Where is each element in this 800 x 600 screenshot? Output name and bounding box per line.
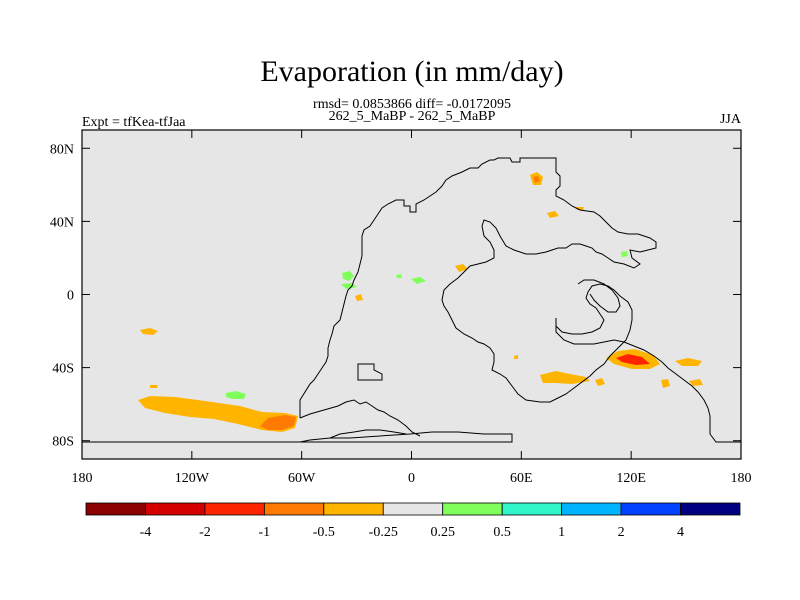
colorbar-label: -4 (140, 525, 152, 540)
y-tick-label: 80S (52, 435, 74, 450)
antarctic-outline (299, 399, 421, 437)
x-tick-label: 180 (72, 471, 93, 486)
y-tick-label: 80N (50, 142, 74, 157)
colorbar: -4 -2 -1 -0.5 -0.25 0.25 0.5 1 2 4 (85, 502, 741, 540)
colorbar-box (680, 502, 741, 516)
continent-outlines (82, 157, 741, 443)
anomaly-southern-ocean-6 (689, 379, 703, 386)
anomaly-atlantic-green-3 (411, 277, 426, 284)
eastern-lobe-outline (577, 279, 621, 313)
x-tick-label: 60E (510, 471, 533, 486)
x-tick-label: 120E (616, 471, 646, 486)
colorbar-label: 0.5 (493, 525, 511, 540)
pangea-outline (299, 157, 657, 418)
colorbar-label: 1 (558, 525, 565, 540)
lake-outline (357, 363, 383, 381)
anomaly-southern-ocean-core (616, 354, 650, 365)
colorbar-label: 2 (618, 525, 625, 540)
colorbar-box (501, 502, 563, 516)
anomaly-south-pacific-green (226, 391, 246, 399)
period-label: 262_5_MaBP - 262_5_MaBP (329, 109, 496, 124)
x-tick-label: 60W (288, 471, 316, 486)
colorbar-label: -1 (259, 525, 271, 540)
anomaly-north-spot (547, 211, 559, 218)
south-polar-outline (329, 429, 407, 439)
stats-label: rmsd= 0.0853866 diff= -0.0172095 (313, 97, 511, 112)
anomaly-atlantic-orange (355, 294, 363, 301)
anomaly-north-core (533, 176, 540, 183)
colorbar-label: -2 (199, 525, 211, 540)
colorbar-box (442, 502, 503, 516)
anomaly-east-green (621, 251, 628, 257)
x-tick-label: 120W (175, 471, 210, 486)
colorbar-label: -0.5 (313, 525, 335, 540)
figure-title: Evaporation (in mm/day) (260, 55, 563, 88)
y-tick-label: 0 (67, 289, 74, 304)
colorbar-label: 4 (677, 525, 684, 540)
anomaly-southern-ocean-5 (661, 379, 670, 388)
colorbar-label: 0.25 (430, 525, 455, 540)
anomaly-pacific-spot (140, 328, 158, 335)
anomaly-southern-ocean-2 (595, 378, 605, 386)
map-panel: 80N 40N 0 40S 80S 180 120W 60W 0 60E 120E 180 (50, 129, 752, 486)
y-tick-label: 40N (50, 215, 74, 230)
anomaly-africa-orange (455, 264, 468, 272)
y-axis: 80N 40N 0 40S 80S (50, 142, 741, 450)
anomaly-south-pacific-band (138, 396, 298, 432)
anomaly-atlantic-green (342, 271, 354, 281)
colorbar-box (204, 502, 265, 516)
southeast-coast-outline (555, 318, 741, 443)
colorbar-box (382, 502, 444, 516)
anomaly-southern-ocean-7 (514, 355, 518, 359)
experiment-label: Expt = tfKea-tfJaa (82, 115, 186, 130)
colorbar-box (323, 502, 384, 516)
x-tick-label: 0 (408, 471, 415, 486)
colorbar-box (85, 502, 146, 516)
southern-landmass-outline (82, 431, 513, 443)
colorbar-box (145, 502, 206, 516)
x-axis: 180 120W 60W 0 60E 120E 180 (72, 130, 752, 486)
x-tick-label: 180 (731, 471, 752, 486)
y-tick-label: 40S (52, 362, 74, 377)
anomaly-south-pacific-core (260, 415, 296, 430)
anomaly-pacific-dot (150, 385, 158, 388)
anomaly-atlantic-green-4 (396, 274, 402, 278)
anomaly-fields (138, 172, 703, 432)
colorbar-box (620, 502, 681, 516)
colorbar-box (561, 502, 622, 516)
anomaly-southern-ocean-4 (675, 358, 702, 366)
anomaly-southern-ocean-1 (540, 371, 590, 384)
season-label: JJA (720, 112, 742, 127)
colorbar-label: -0.25 (369, 525, 398, 540)
colorbar-box (263, 502, 325, 516)
